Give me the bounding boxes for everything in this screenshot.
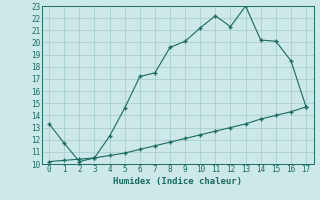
X-axis label: Humidex (Indice chaleur): Humidex (Indice chaleur) [113,177,242,186]
